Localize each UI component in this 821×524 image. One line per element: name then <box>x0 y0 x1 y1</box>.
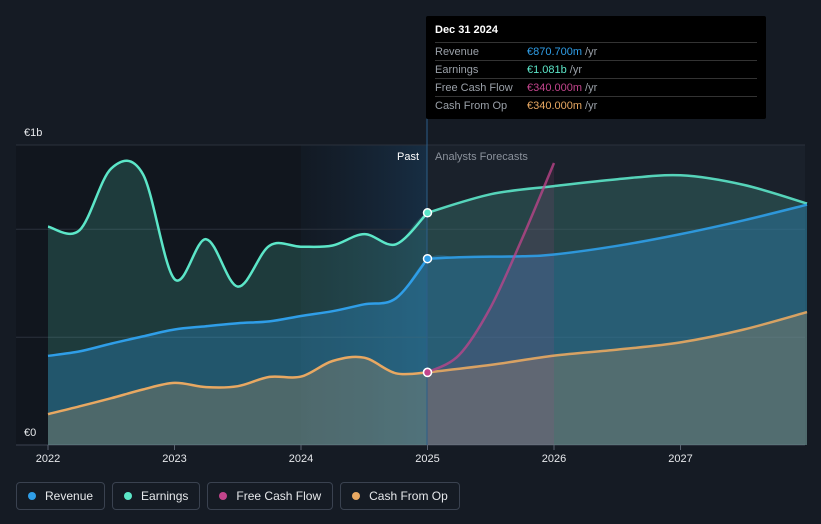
tooltip-row: Free Cash Flow €340.000m /yr <box>435 78 757 96</box>
past-zone-label: Past <box>397 151 419 163</box>
forecast-zone-label: Analysts Forecasts <box>435 151 528 163</box>
line-cash-from-op-past <box>47 355 428 416</box>
tooltip-row-name: Free Cash Flow <box>435 81 513 94</box>
series-markers <box>422 208 433 378</box>
x-tick-label: 2026 <box>542 453 566 465</box>
x-tick-label: 2025 <box>415 453 439 465</box>
legend-item-revenue[interactable]: Revenue <box>16 482 106 510</box>
series-lines <box>47 159 808 416</box>
tooltip-row: Earnings €1.081b /yr <box>435 60 757 78</box>
legend-dot-icon <box>219 492 228 500</box>
x-tick-label: 2024 <box>289 453 313 465</box>
tooltip-row: Cash From Op €340.000m /yr <box>435 96 757 114</box>
line-earnings-forecast <box>427 173 808 214</box>
tooltip-row-value: €870.700m <box>527 45 583 58</box>
legend-item-cash-from-op[interactable]: Cash From Op <box>340 482 460 510</box>
marker-revenue <box>422 253 433 264</box>
x-tick-label: 2023 <box>162 453 186 465</box>
line-earnings-past <box>47 159 429 288</box>
y-axis-top-label: €1b <box>24 127 42 139</box>
legend-dot-icon <box>124 492 133 500</box>
tooltip-row-unit: /yr <box>585 81 598 94</box>
tooltip-row-unit: /yr <box>585 99 598 112</box>
plot-past-highlight <box>301 145 427 445</box>
tooltip-row-unit: /yr <box>569 63 582 76</box>
tooltip-row-name: Revenue <box>435 45 480 58</box>
tooltip-row: Revenue €870.700m /yr <box>435 42 757 60</box>
legend: Revenue Earnings Free Cash Flow Cash Fro… <box>16 482 460 510</box>
legend-label: Revenue <box>45 489 94 503</box>
y-axis-bottom-label: €0 <box>24 427 36 439</box>
tooltip-row-unit: /yr <box>585 45 598 58</box>
line-free-cash-flow-forecast <box>426 162 556 374</box>
tooltip-row-name: Cash From Op <box>435 99 508 112</box>
x-tick-label: 2022 <box>36 453 60 465</box>
tooltip-row-value: €340.000m <box>527 99 583 112</box>
tooltip-row-value: €340.000m <box>527 81 583 94</box>
legend-label: Cash From Op <box>369 489 448 503</box>
x-tick-label: 2027 <box>668 453 692 465</box>
tooltip-date: Dec 31 2024 <box>435 24 498 36</box>
legend-item-free-cash-flow[interactable]: Free Cash Flow <box>207 482 334 510</box>
legend-dot-icon <box>28 492 36 500</box>
marker-earnings <box>422 208 433 218</box>
line-cash-from-op-forecast <box>427 310 808 374</box>
line-revenue-forecast <box>427 203 808 260</box>
tooltip-row-name: Earnings <box>435 63 479 76</box>
legend-dot-icon <box>352 492 361 500</box>
legend-item-earnings[interactable]: Earnings <box>112 482 201 510</box>
legend-label: Earnings <box>141 489 189 503</box>
marker-free-cash-flow <box>422 367 433 378</box>
gridlines <box>16 144 805 446</box>
area-free-cash-flow <box>427 163 554 445</box>
line-revenue-past <box>47 257 429 358</box>
x-axis-ticks: 2022 2023 2024 2025 2026 2027 <box>36 445 693 465</box>
tooltip-row-value: €1.081b <box>527 63 567 76</box>
tooltip: Dec 31 2024 Revenue €870.700m /yr Earnin… <box>426 16 766 119</box>
legend-label: Free Cash Flow <box>236 489 322 503</box>
